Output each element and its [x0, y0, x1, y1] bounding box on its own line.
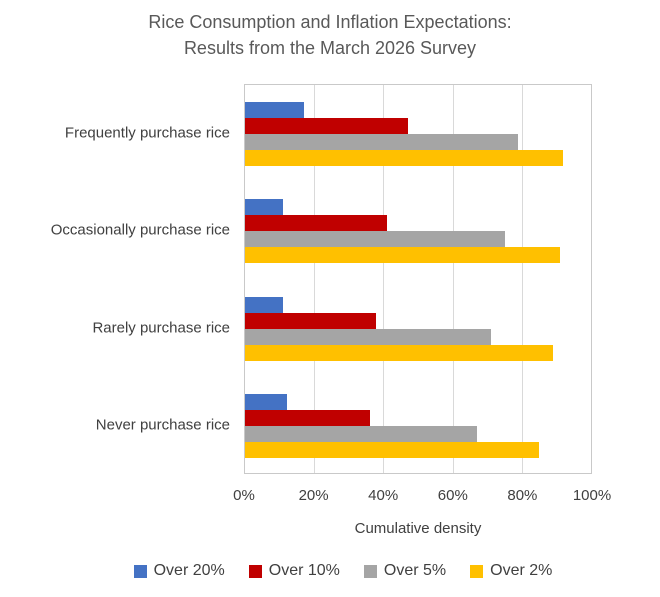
x-tick-20: 20%: [298, 487, 329, 504]
legend: Over 20% Over 10% Over 5% Over 2%: [0, 562, 660, 580]
gridline-60: [452, 85, 454, 473]
chart-title: Rice Consumption and Inflation Expectati…: [0, 9, 660, 61]
plot-area: [244, 84, 592, 474]
legend-label: Over 20%: [153, 562, 225, 579]
legend-item-over-10: Over 10%: [248, 562, 340, 580]
category-label-occasionally-purchase-rice: Occasionally purchase rice: [50, 221, 230, 239]
x-tick-60: 60%: [437, 487, 468, 504]
bar-over-20-occasionally-purchase-rice: [245, 199, 284, 216]
legend-swatch-icon: [133, 564, 147, 578]
bar-over-2-never-purchase-rice: [245, 442, 540, 459]
bar-over-20-never-purchase-rice: [245, 394, 287, 411]
legend-item-over-2: Over 2%: [470, 562, 552, 580]
bar-group-occasionally-purchase-rice: [245, 183, 591, 281]
gridline-80: [521, 85, 523, 473]
bar-group-never-purchase-rice: [245, 378, 591, 476]
x-axis-title: Cumulative density: [354, 520, 482, 537]
bar-over-5-rarely-purchase-rice: [245, 328, 491, 345]
bar-group-frequently-purchase-rice: [245, 85, 591, 183]
bar-over-5-frequently-purchase-rice: [245, 133, 519, 150]
bar-over-20-rarely-purchase-rice: [245, 296, 284, 313]
category-label-rarely-purchase-rice: Rarely purchase rice: [92, 319, 230, 337]
bar-over-5-occasionally-purchase-rice: [245, 231, 505, 248]
legend-swatch-icon: [363, 564, 377, 578]
bar-over-2-rarely-purchase-rice: [245, 344, 553, 361]
chart-title-line2: Results from the March 2026 Survey: [183, 38, 477, 58]
y-axis-labels: Frequently purchase rice Occasionally pur…: [0, 84, 237, 474]
category-label-never-purchase-rice: Never purchase rice: [95, 416, 230, 434]
bar-over-2-frequently-purchase-rice: [245, 149, 564, 166]
legend-label: Over 2%: [490, 562, 553, 579]
legend-item-over-5: Over 5%: [363, 562, 447, 580]
legend-item-over-20: Over 20%: [133, 562, 225, 580]
x-axis-ticks: 0% 20% 40% 60% 80% 100%: [233, 487, 611, 509]
gridline-40: [383, 85, 385, 473]
legend-label: Over 5%: [383, 562, 447, 579]
x-tick-0: 0%: [233, 487, 255, 504]
bar-over-10-frequently-purchase-rice: [245, 117, 408, 134]
legend-label: Over 10%: [268, 562, 340, 579]
x-tick-100: 100%: [572, 487, 612, 504]
bar-over-20-frequently-purchase-rice: [245, 101, 304, 118]
bar-over-5-never-purchase-rice: [245, 426, 477, 443]
category-label-frequently-purchase-rice: Frequently purchase rice: [64, 124, 230, 142]
bar-group-rarely-purchase-rice: [245, 280, 591, 378]
bar-over-10-occasionally-purchase-rice: [245, 215, 387, 232]
bar-over-10-rarely-purchase-rice: [245, 312, 377, 329]
gridline-20: [314, 85, 316, 473]
bar-over-10-never-purchase-rice: [245, 410, 370, 427]
legend-swatch-icon: [248, 564, 262, 578]
x-tick-40: 40%: [368, 487, 399, 504]
bar-over-2-occasionally-purchase-rice: [245, 247, 560, 264]
chart-title-line1: Rice Consumption and Inflation Expectati…: [148, 12, 512, 32]
x-tick-80: 80%: [507, 487, 538, 504]
legend-swatch-icon: [470, 564, 484, 578]
